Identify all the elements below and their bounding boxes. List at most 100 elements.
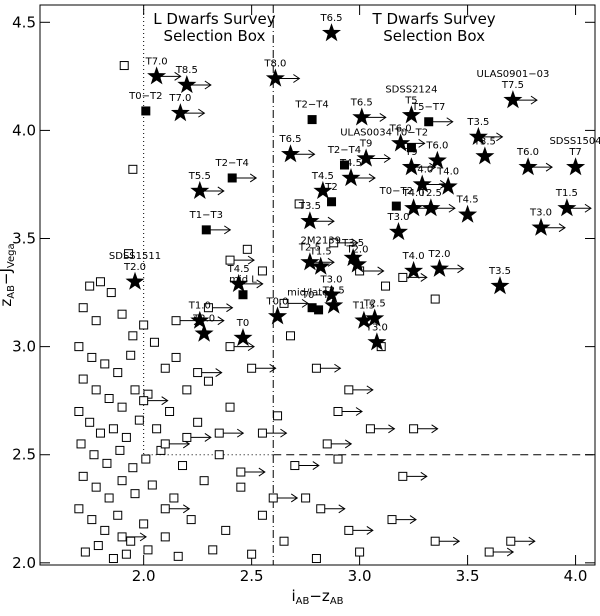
star [229, 273, 264, 292]
open-square [193, 417, 203, 427]
square-shape [91, 385, 101, 395]
square-shape [208, 545, 218, 555]
star-shape [458, 204, 478, 223]
open-square [173, 551, 183, 561]
open-square [95, 428, 105, 438]
star-shape [389, 222, 408, 241]
point-label: T2.0 [345, 244, 368, 255]
filled-square [307, 115, 317, 125]
square-shape [100, 359, 110, 369]
star [300, 211, 335, 230]
star [352, 107, 387, 126]
open-square [236, 482, 246, 492]
star-shape [147, 66, 167, 85]
y-tick-label: 3.0 [12, 338, 36, 356]
limit-arrow-head [226, 303, 234, 313]
square-shape [139, 519, 149, 529]
square-shape [506, 536, 516, 546]
open-square [225, 402, 235, 412]
square-shape [160, 532, 170, 542]
square-shape [203, 376, 213, 386]
star-shape [566, 157, 586, 176]
square-shape [78, 471, 88, 481]
star [324, 295, 344, 314]
open-square [316, 504, 346, 514]
filled-square [391, 201, 401, 211]
point-label: T7.0 [145, 56, 168, 67]
star [401, 105, 421, 124]
square-shape [430, 536, 440, 546]
filled-square [327, 197, 337, 207]
star [367, 332, 387, 351]
square-shape [201, 225, 211, 235]
star [170, 103, 206, 122]
limit-arrow-head [258, 467, 266, 477]
open-square [199, 476, 209, 486]
filled-square [227, 173, 258, 183]
x-axis-label-part: AB [330, 596, 344, 607]
star-shape [268, 306, 288, 325]
x-tick-label: 2.0 [132, 567, 156, 585]
square-shape [126, 536, 136, 546]
open-square [398, 471, 428, 481]
open-square [113, 368, 123, 378]
limit-arrow-head [217, 316, 225, 326]
x-axis-label-part: −z [309, 587, 330, 605]
star [311, 256, 331, 275]
limit-arrow-head [308, 149, 316, 159]
open-square [236, 467, 266, 477]
star-shape [281, 144, 300, 163]
point-label: mid L [229, 275, 257, 286]
open-square [160, 504, 191, 514]
open-square [409, 424, 439, 434]
square-shape [381, 281, 391, 291]
limit-arrow-head [215, 368, 223, 377]
square-shape [160, 504, 170, 514]
square-shape [214, 450, 224, 460]
square-shape [141, 106, 151, 116]
point-label: T5−T7 [411, 102, 445, 113]
square-shape [273, 411, 283, 421]
open-square [102, 458, 112, 468]
limit-arrow-head [247, 342, 255, 352]
square-shape [89, 450, 99, 460]
point-label: T3.0 [320, 275, 343, 286]
limit-arrow-head [182, 504, 191, 514]
square-shape [193, 368, 203, 378]
point-label: T4.0 [402, 188, 425, 199]
open-square [78, 471, 88, 481]
star-shape [322, 284, 341, 303]
open-square [130, 489, 140, 499]
square-shape [117, 309, 127, 319]
star [557, 198, 592, 217]
limit-arrow-head [174, 71, 182, 81]
square-shape [227, 173, 237, 183]
open-square [147, 480, 157, 490]
open-square [506, 536, 536, 546]
star-shape [404, 260, 424, 279]
point-label: T0−T2 [394, 128, 428, 139]
open-square [225, 255, 255, 265]
star [475, 146, 495, 165]
star-shape [401, 105, 421, 124]
point-label: ULAS0901−03 [477, 69, 550, 80]
open-square [104, 394, 114, 404]
point-label: T2.5 [363, 299, 386, 310]
star-shape [313, 180, 333, 199]
star [313, 180, 333, 199]
limit-arrow-head [327, 216, 335, 226]
limit-arrow-head [351, 238, 359, 248]
square-shape [91, 482, 101, 492]
point-label: T2−T4 [294, 100, 328, 111]
square-shape [484, 547, 494, 557]
open-square [117, 402, 127, 412]
open-square [78, 374, 88, 384]
point-label: T3.0 [386, 212, 409, 223]
square-shape [91, 316, 101, 326]
open-square [182, 432, 212, 442]
square-shape [95, 428, 105, 438]
square-shape [106, 288, 116, 298]
star-shape [343, 248, 363, 267]
y-tick-label: 4.5 [12, 13, 36, 31]
square-shape [74, 406, 84, 416]
